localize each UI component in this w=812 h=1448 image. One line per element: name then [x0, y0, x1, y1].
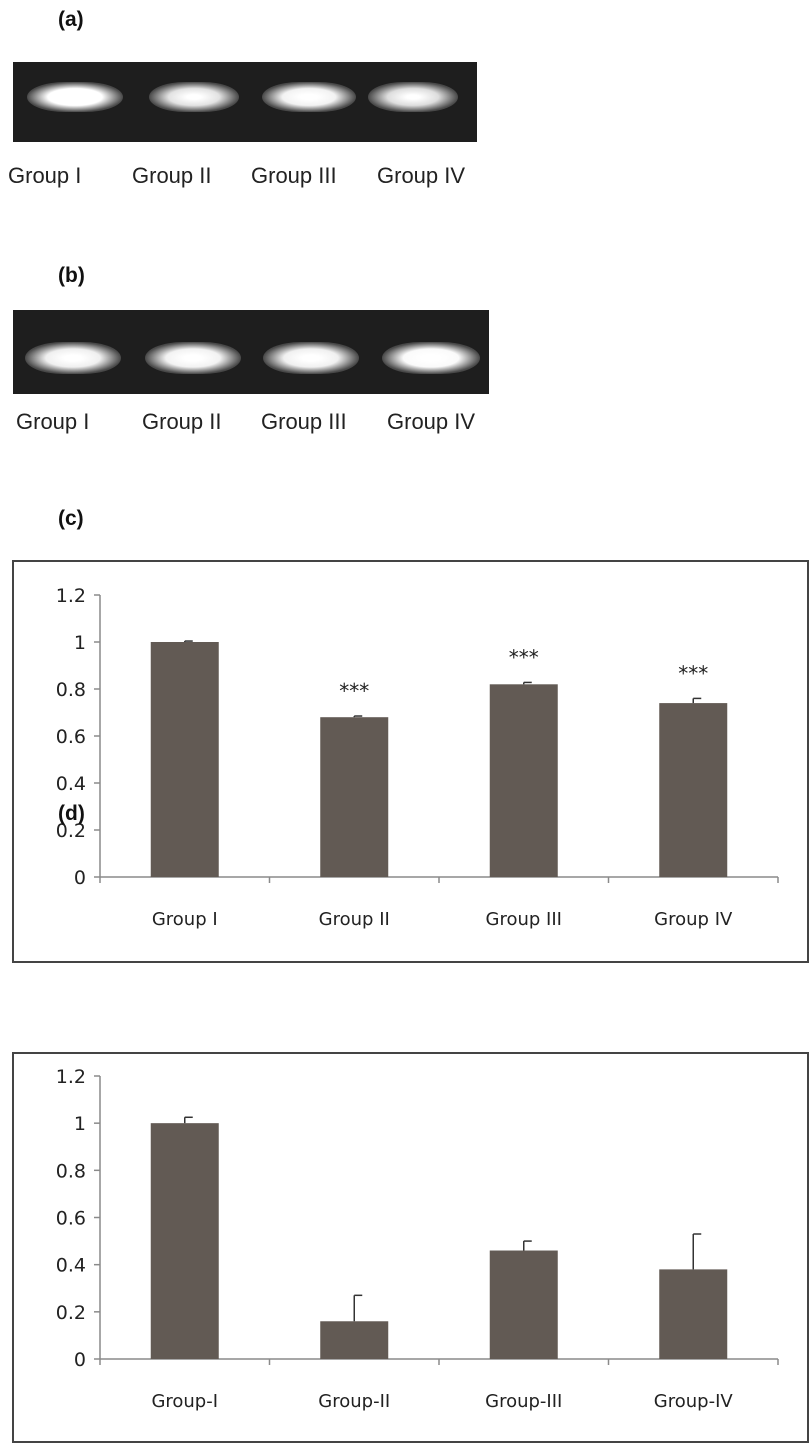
gel-band — [382, 342, 480, 374]
significance-label: *** — [678, 661, 708, 685]
x-tick-label: Group-II — [318, 1391, 390, 1412]
gel-band — [148, 82, 240, 112]
y-tick-label: 1.2 — [56, 1066, 86, 1088]
gel-b-lane-label-2: Group II — [142, 409, 222, 434]
gel-a-lane-label-4: Group IV — [377, 163, 466, 188]
y-tick-label: 0.6 — [56, 726, 86, 748]
bar — [659, 703, 728, 877]
y-tick-label: 0.4 — [56, 1255, 86, 1277]
y-tick-label: 0 — [74, 1349, 86, 1371]
gel-band — [25, 342, 121, 374]
gel-a-lane-label-3: Group III — [251, 163, 337, 188]
panel-d-letter: (d) — [58, 802, 85, 825]
gel-band — [368, 82, 458, 112]
chart-d: 0 0.2 0.4 0.6 0.8 1 1.2 Group-I Group-II Group-II… — [56, 1066, 779, 1412]
chart-d-frame: 0 0.2 0.4 0.6 0.8 1 1.2 Group-I Group-II Group-II… — [12, 1052, 809, 1443]
gel-band — [262, 82, 356, 112]
significance-label: *** — [339, 679, 369, 703]
y-tick-label: 0 — [74, 867, 86, 889]
bar — [320, 1321, 389, 1359]
gel-b-lane-label-1: Group I — [16, 409, 90, 434]
y-tick-label: 1.2 — [56, 585, 86, 607]
y-tick-label: 0.8 — [56, 679, 86, 701]
y-tick-label: 0.2 — [56, 1302, 86, 1324]
gel-band — [145, 342, 241, 374]
gel-b-lane-label-4: Group IV — [387, 409, 476, 434]
panel-b-letter: (b) — [58, 264, 85, 287]
gel-image-b — [13, 310, 489, 394]
bar — [489, 684, 558, 877]
chart-c-frame: 0 0.2 0.4 0.6 0.8 1 1.2 Group I Group II *** Group… — [12, 560, 809, 963]
bar — [320, 717, 389, 877]
y-tick-label: 0.4 — [56, 773, 86, 795]
y-tick-label: 1 — [74, 1113, 86, 1135]
x-tick-label: Group-III — [485, 1391, 562, 1412]
bar — [150, 642, 219, 877]
significance-label: *** — [509, 645, 539, 669]
y-tick-label: 1 — [74, 632, 86, 654]
bar — [659, 1269, 728, 1359]
x-tick-label: Group III — [486, 909, 562, 930]
panel-c-letter: (c) — [58, 507, 84, 530]
y-tick-label: 0.6 — [56, 1208, 86, 1230]
bar — [489, 1250, 558, 1359]
gel-a-lane-label-2: Group II — [132, 163, 212, 188]
bar — [150, 1123, 219, 1359]
y-tick-label: 0.2 — [56, 820, 86, 842]
gel-band — [263, 342, 359, 374]
gel-image-a — [13, 62, 477, 142]
chart-c: 0 0.2 0.4 0.6 0.8 1 1.2 Group I Group II *** Group… — [56, 585, 779, 930]
x-tick-label: Group-IV — [654, 1391, 734, 1412]
x-tick-label: Group-I — [151, 1391, 218, 1412]
gel-b-lane-label-3: Group III — [261, 409, 347, 434]
x-tick-label: Group I — [152, 909, 218, 930]
gel-a-lane-label-1: Group I — [8, 163, 82, 188]
gel-band — [27, 82, 123, 112]
x-tick-label: Group II — [319, 909, 390, 930]
y-tick-label: 0.8 — [56, 1160, 86, 1182]
x-tick-label: Group IV — [654, 909, 733, 930]
panel-a-letter: (a) — [58, 8, 84, 31]
